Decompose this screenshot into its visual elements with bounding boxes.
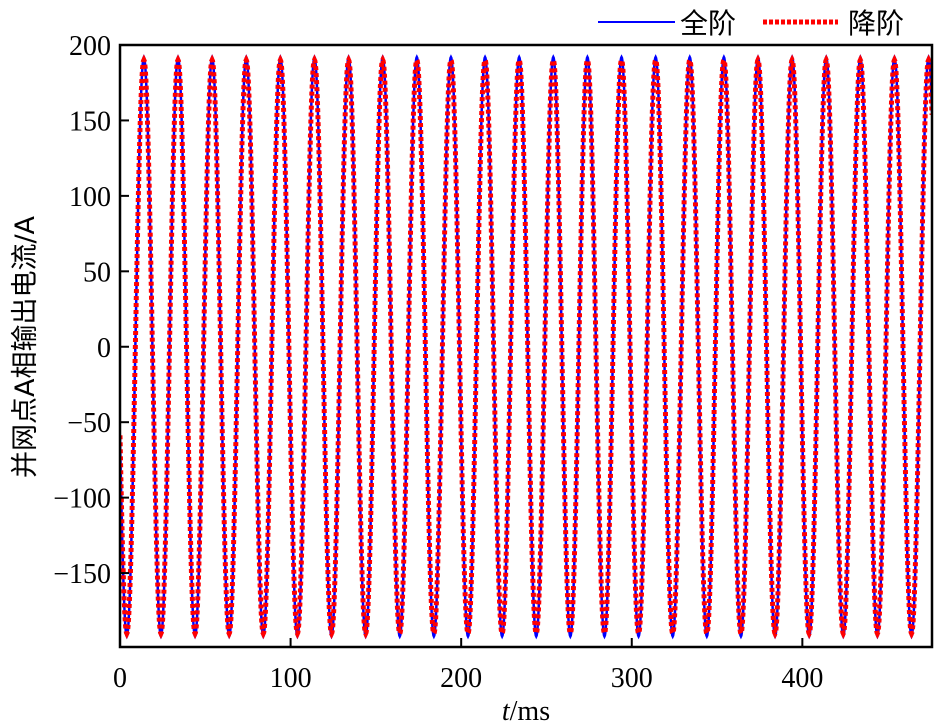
x-axis-label: t/ms [502, 696, 550, 726]
y-tick-label: 200 [69, 31, 111, 62]
x-axis-label-variable: t [502, 696, 511, 726]
series-reduced-order-line [120, 54, 932, 640]
y-tick-label: 0 [97, 333, 111, 364]
legend-item-full-order: 全阶 [598, 7, 736, 40]
y-tick-label: 100 [69, 182, 111, 213]
y-tick-label: 50 [83, 257, 111, 288]
x-tick-label: 0 [113, 663, 127, 694]
y-tick-label: 150 [69, 106, 111, 137]
y-axis: 200 150 100 50 0 −50 −100 −150 [53, 31, 129, 590]
legend: 全阶 降阶 [598, 7, 904, 40]
y-tick-label: −50 [67, 408, 111, 439]
legend-label-full-order: 全阶 [680, 7, 736, 40]
x-axis-label-unit: /ms [510, 696, 550, 726]
x-tick-label: 300 [611, 663, 653, 694]
x-tick-label: 200 [440, 663, 482, 694]
x-tick-label: 400 [781, 663, 823, 694]
y-tick-label: −100 [53, 484, 111, 515]
x-tick-label: 100 [270, 663, 312, 694]
y-axis-label: 并网点A相输出电流/A [10, 215, 41, 478]
legend-label-reduced-order: 降阶 [848, 7, 904, 40]
y-tick-label: −150 [53, 559, 111, 590]
legend-item-reduced-order: 降阶 [763, 7, 904, 40]
x-axis: 0 100 200 300 400 [113, 638, 823, 694]
